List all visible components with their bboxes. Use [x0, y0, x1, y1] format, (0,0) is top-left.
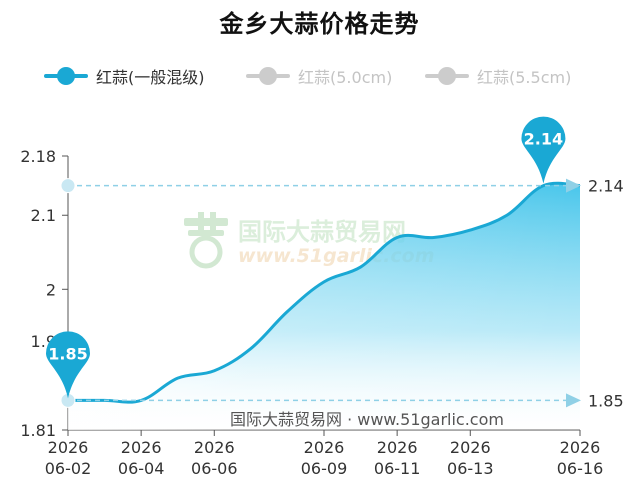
legend-item-red-garlic-5cm[interactable]: 红蒜(5.0cm): [246, 64, 392, 88]
x-tick-label: 06-02: [45, 459, 92, 478]
min-pin: 1.85: [45, 331, 91, 399]
x-tick-label: 06-11: [374, 459, 421, 478]
garlic-logo-icon: [184, 212, 228, 269]
y-tick-label: 2.1: [31, 206, 56, 225]
series-line: [67, 181, 581, 404]
legend-swatch: [425, 67, 469, 85]
footer-source: 国际大蒜贸易网 · www.51garlic.com: [230, 410, 504, 429]
legend-swatch: [246, 67, 290, 85]
x-tick-label: 06-13: [447, 459, 494, 478]
pin-label: 2.14: [524, 130, 563, 149]
guide-lines: 2.14 1.85: [68, 177, 624, 410]
x-tick-label: 06-09: [301, 459, 348, 478]
legend: 红蒜(一般混级) 红蒜(5.0cm) 红蒜(5.5cm): [0, 64, 639, 94]
markers: 2.14 1.85: [45, 116, 566, 408]
reference-arrow-icon: [566, 178, 581, 193]
axis-marker-dot: [60, 178, 76, 194]
chart-title: 金乡大蒜价格走势: [219, 10, 420, 38]
x-tick-label: 2026: [48, 438, 89, 457]
legend-label: 红蒜(5.5cm): [477, 68, 572, 87]
reference-label: 2.14: [588, 177, 624, 196]
x-tick-label: 2026: [304, 438, 345, 457]
legend-label: 红蒜(5.0cm): [298, 68, 393, 87]
y-tick-label: 1.81: [20, 421, 56, 440]
x-tick-label: 06-16: [557, 459, 604, 478]
reference-label: 1.85: [588, 391, 624, 410]
series-area-fade: [68, 183, 580, 430]
area-layer: [67, 181, 581, 430]
x-tick-label: 2026: [377, 438, 418, 457]
watermark-cn: 国际大蒜贸易网: [238, 218, 406, 246]
y-tick-label: 2: [46, 280, 56, 299]
legend-item-red-garlic-mixed[interactable]: 红蒜(一般混级): [44, 64, 205, 88]
legend-swatch: [44, 67, 88, 85]
x-tick-label: 2026: [121, 438, 162, 457]
legend-item-red-garlic-5-5cm[interactable]: 红蒜(5.5cm): [425, 64, 571, 88]
pin-label: 1.85: [48, 344, 87, 363]
max-pin: 2.14: [521, 116, 566, 184]
legend-label: 红蒜(一般混级): [96, 68, 205, 87]
x-tick-label: 2026: [560, 438, 601, 457]
x-tick-label: 06-04: [118, 459, 165, 478]
reference-arrow-icon: [566, 393, 581, 408]
y-tick-label: 2.18: [20, 147, 56, 166]
pin-marker-icon: [45, 331, 91, 399]
x-tick-label: 2026: [194, 438, 235, 457]
axes: 1.811.922.12.18202606-02202606-04202606-…: [20, 147, 603, 478]
x-tick-label: 06-06: [191, 459, 238, 478]
pin-marker-icon: [521, 116, 566, 184]
x-tick-label: 2026: [450, 438, 491, 457]
